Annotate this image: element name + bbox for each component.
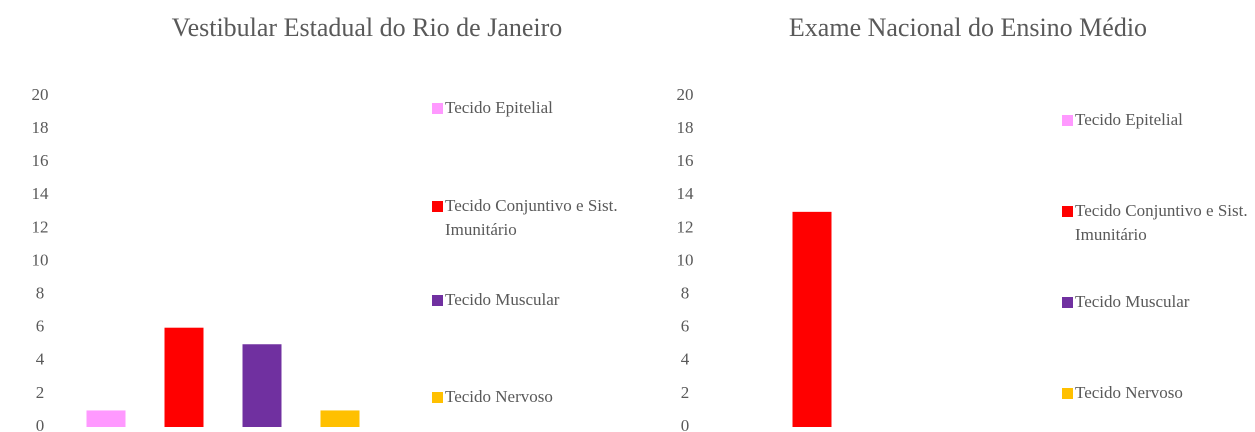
legend-label: Tecido Muscular: [1075, 292, 1190, 311]
legend-text: Tecido Nervoso: [445, 387, 553, 406]
legend-label: Tecido Nervoso: [445, 387, 553, 406]
y-tick-label: 10: [677, 250, 694, 269]
legend-swatch: [1062, 297, 1073, 308]
y-tick-label: 18: [677, 118, 694, 137]
y-tick-label: 14: [677, 184, 695, 203]
chart-title: Vestibular Estadual do Rio de Janeiro: [172, 13, 563, 42]
legend-text: Tecido Conjuntivo e Sist. Imunitário: [445, 196, 618, 239]
y-tick-label: 8: [681, 284, 690, 303]
y-tick-label: 10: [32, 250, 49, 269]
y-tick-label: 12: [32, 217, 49, 236]
bar: [164, 327, 204, 427]
y-tick-label: 4: [681, 350, 690, 369]
legend-text: Tecido Muscular: [1075, 292, 1190, 311]
legend-text: Tecido Conjuntivo e Sist. Imunitário: [1075, 201, 1248, 244]
y-tick-label: 6: [36, 317, 45, 336]
y-tick-label: 4: [36, 350, 45, 369]
legend-label: Tecido Conjuntivo e Sist. Imunitário: [445, 196, 618, 239]
y-tick-label: 8: [36, 284, 45, 303]
legend-label: Tecido Nervoso: [1075, 383, 1183, 402]
y-tick-label: 2: [36, 383, 45, 402]
y-tick-label: 0: [681, 416, 690, 432]
bar: [86, 410, 126, 427]
legend-text: Tecido Epitelial: [1075, 110, 1183, 129]
legend-text: Tecido Muscular: [445, 290, 560, 309]
y-tick-label: 20: [677, 85, 694, 104]
bar: [320, 410, 360, 427]
legend-swatch: [432, 201, 443, 212]
y-tick-label: 0: [36, 416, 45, 432]
y-tick-label: 2: [681, 383, 690, 402]
legend-label: Tecido Epitelial: [1075, 110, 1183, 129]
legend-label: Tecido Epitelial: [445, 98, 553, 117]
y-tick-label: 18: [32, 118, 49, 137]
y-tick-label: 16: [677, 151, 694, 170]
legend-swatch: [1062, 388, 1073, 399]
legend-label: Tecido Conjuntivo e Sist. Imunitário: [1075, 201, 1248, 244]
legend-swatch: [432, 103, 443, 114]
legend-swatch: [432, 295, 443, 306]
legend-swatch: [1062, 115, 1073, 126]
y-tick-label: 16: [32, 151, 49, 170]
y-tick-label: 14: [32, 184, 50, 203]
legend-text: Tecido Epitelial: [445, 98, 553, 117]
bar: [792, 211, 832, 427]
y-tick-label: 20: [32, 85, 49, 104]
legend-text: Tecido Nervoso: [1075, 383, 1183, 402]
y-tick-label: 6: [681, 317, 690, 336]
legend-swatch: [432, 392, 443, 403]
legend-swatch: [1062, 206, 1073, 217]
chart-title: Exame Nacional do Ensino Médio: [789, 13, 1147, 42]
bar: [242, 344, 282, 427]
y-tick-label: 12: [677, 217, 694, 236]
legend-label: Tecido Muscular: [445, 290, 560, 309]
